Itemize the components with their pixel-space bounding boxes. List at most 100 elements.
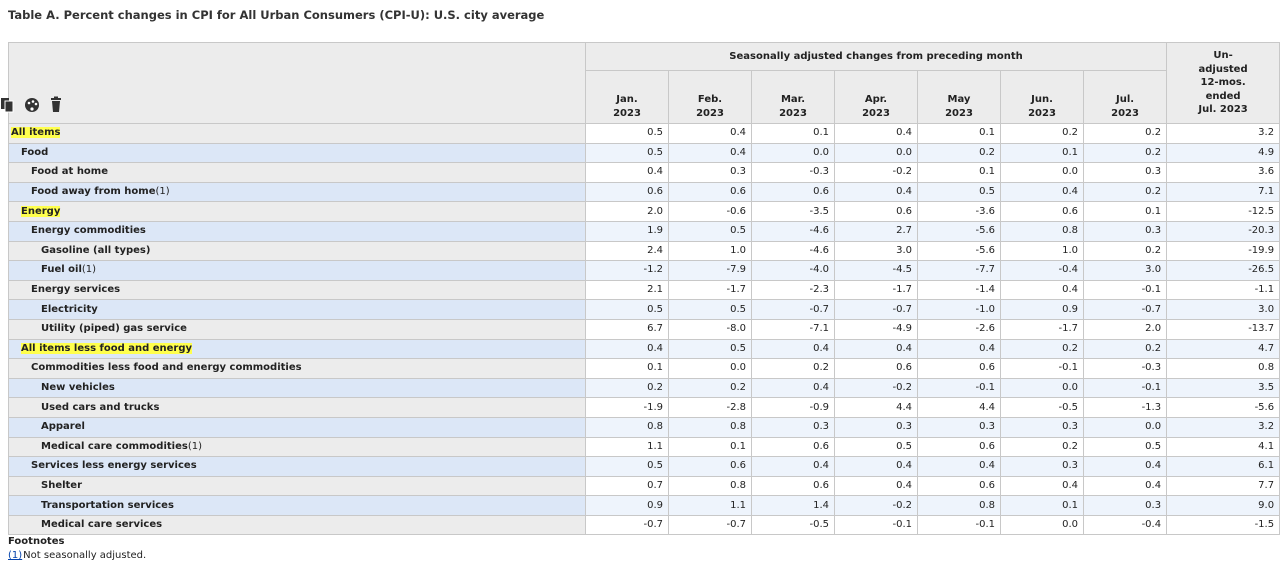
value-cell: 0.1 xyxy=(1082,201,1168,222)
header-line: May xyxy=(947,94,971,105)
value-cell: 0.5 xyxy=(668,338,752,360)
table-row: Transportation services 0.9 1.1 1.4 -0.2 0.8 0… xyxy=(8,495,1280,516)
value-cell: 0.1 xyxy=(668,436,752,458)
value-cell: 3.0 xyxy=(1082,260,1168,281)
header-line: Feb. xyxy=(697,94,723,105)
value-cell: 0.4 xyxy=(834,475,918,497)
table-row: Gasoline (all types) 2.4 1.0 -4.6 3.0 -5.6 1.0… xyxy=(8,240,1280,262)
label-text: Commodities less food and energy commodi… xyxy=(31,362,302,374)
header-line: 12-mos. xyxy=(1200,77,1246,89)
label-text: Food at home xyxy=(31,166,109,178)
header-line: 2023 xyxy=(613,107,641,119)
value-cell: -0.3 xyxy=(1082,358,1168,379)
value-cell: 0.4 xyxy=(917,456,1001,477)
row-label: All items less food and energy xyxy=(8,338,586,360)
value-cell: 3.2 xyxy=(1166,416,1280,438)
value-cell: -0.9 xyxy=(751,397,835,418)
value-cell: 0.4 xyxy=(834,338,918,360)
value-cell: -0.7 xyxy=(668,514,752,536)
value-cell: 0.3 xyxy=(751,416,835,438)
corner-cell xyxy=(8,42,586,124)
value-cell: 0.3 xyxy=(1082,162,1168,183)
value-cell: -3.6 xyxy=(917,201,1001,222)
value-cell: 2.4 xyxy=(585,240,669,262)
label-text: Gasoline (all types) xyxy=(41,244,151,256)
value-cell: 0.4 xyxy=(585,338,669,360)
row-label: Transportation services xyxy=(8,495,586,516)
value-cell: 0.9 xyxy=(585,495,669,516)
value-cell: 4.4 xyxy=(834,397,918,418)
value-cell: -2.3 xyxy=(751,279,835,301)
label-text: Energy xyxy=(21,205,61,217)
value-cell: 0.0 xyxy=(1000,514,1084,536)
value-cell: 0.0 xyxy=(1000,162,1084,183)
value-cell: 1.4 xyxy=(751,495,835,516)
value-cell: 0.0 xyxy=(751,142,835,164)
value-cell: 6.7 xyxy=(585,318,669,340)
value-cell: -0.7 xyxy=(585,514,669,536)
value-cell: 0.1 xyxy=(1000,142,1084,164)
table-row: Electricity 0.5 0.5 -0.7 -0.7 -1.0 0.9 -0.7 3.0 xyxy=(8,299,1280,320)
value-cell: -1.0 xyxy=(917,299,1001,320)
value-cell: 0.4 xyxy=(834,123,918,144)
label-text: Transportation services xyxy=(41,499,174,511)
column-header: Feb. 2023 xyxy=(668,70,752,124)
value-cell: 0.3 xyxy=(917,416,1001,438)
row-label: Medical care services xyxy=(8,514,586,536)
value-cell: -0.2 xyxy=(834,495,918,516)
value-cell: 0.4 xyxy=(834,181,918,203)
label-text: Fuel oil xyxy=(41,264,82,276)
value-cell: -26.5 xyxy=(1166,260,1280,281)
footnote-text: Not seasonally adjusted. xyxy=(23,550,147,561)
delete-icon[interactable] xyxy=(51,96,61,113)
header-line: 2023 xyxy=(1111,107,1139,119)
table-row: Commodities less food and energy commodi… xyxy=(8,358,1280,379)
table-row: Used cars and trucks -1.9 -2.8 -0.9 4.4 4.4 -0… xyxy=(8,397,1280,418)
value-cell: 0.3 xyxy=(1000,456,1084,477)
footnote-link[interactable]: (1) xyxy=(8,550,23,561)
value-cell: -20.3 xyxy=(1166,220,1280,242)
value-cell: -0.1 xyxy=(917,514,1001,536)
footnote-marker: (1) xyxy=(187,440,202,452)
value-cell: -1.1 xyxy=(1166,279,1280,301)
value-cell: -0.1 xyxy=(917,377,1001,399)
value-cell: 0.5 xyxy=(1082,436,1168,458)
value-cell: 0.6 xyxy=(917,475,1001,497)
value-cell: 0.8 xyxy=(668,475,752,497)
footnote: (1)Not seasonally adjusted. xyxy=(8,550,146,561)
value-cell: 0.8 xyxy=(585,416,669,438)
value-cell: 3.6 xyxy=(1166,162,1280,183)
table-body: All items 0.5 0.4 0.1 0.4 0.1 0.2 0.2 3.2 Food 0.5… xyxy=(8,123,1280,536)
table-row: Apparel 0.8 0.8 0.3 0.3 0.3 0.3 0.0 3.2 xyxy=(8,416,1280,438)
row-label: Energy xyxy=(8,201,586,222)
row-label: New vehicles xyxy=(8,377,586,399)
value-cell: 0.8 xyxy=(668,416,752,438)
value-cell: 0.0 xyxy=(1082,416,1168,438)
value-cell: 4.4 xyxy=(917,397,1001,418)
row-label: All items xyxy=(8,123,586,144)
header-line: Jun. xyxy=(1031,94,1053,105)
value-cell: 0.4 xyxy=(1000,475,1084,497)
table-row: Energy 2.0 -0.6 -3.5 0.6 -3.6 0.6 0.1 -12.5 xyxy=(8,201,1280,222)
value-cell: -1.3 xyxy=(1082,397,1168,418)
table-row: All items less food and energy 0.4 0.5 0.4 0… xyxy=(8,338,1280,360)
value-cell: -4.9 xyxy=(834,318,918,340)
value-cell: 0.4 xyxy=(917,338,1001,360)
value-cell: -0.4 xyxy=(1082,514,1168,536)
table-row: Energy commodities 1.9 0.5 -4.6 2.7 -5.6 0.8 0.… xyxy=(8,220,1280,242)
label-text: Energy commodities xyxy=(31,225,146,237)
row-label: Electricity xyxy=(8,299,586,320)
value-cell: 0.7 xyxy=(585,475,669,497)
value-cell: 2.1 xyxy=(585,279,669,301)
header-line: Jan. xyxy=(616,94,638,105)
value-cell: 0.5 xyxy=(834,436,918,458)
value-cell: 0.6 xyxy=(668,456,752,477)
copy-icon[interactable] xyxy=(1,98,14,113)
palette-icon[interactable] xyxy=(25,98,39,112)
header-line: 2023 xyxy=(696,107,724,119)
value-cell: 0.0 xyxy=(668,358,752,379)
value-cell: 4.1 xyxy=(1166,436,1280,458)
value-cell: 4.9 xyxy=(1166,142,1280,164)
